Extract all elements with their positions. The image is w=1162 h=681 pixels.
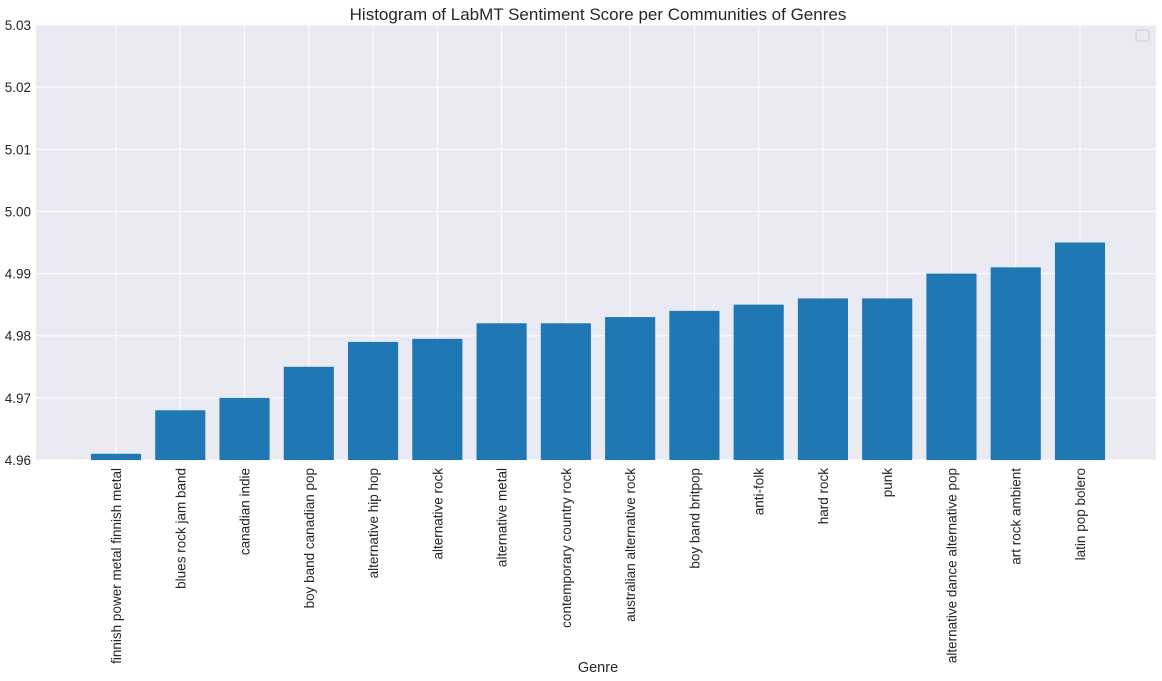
y-tick-label: 4.99 [5,267,31,282]
y-tick-label: 5.01 [5,142,31,157]
x-tick-label: boy band britpop [687,468,702,569]
x-tick-label: canadian indie [238,468,253,555]
bar [412,338,463,460]
x-axis-ticks: finnish power metal finnish metal blues r… [109,468,1088,664]
chart-title: Histogram of LabMT Sentiment Score per C… [350,5,847,24]
x-tick-label: blues rock jam band [173,468,188,589]
y-axis-ticks: 4.96 4.97 4.98 4.99 5.00 5.01 5.02 5.03 [5,18,31,468]
bar [476,323,527,460]
bar [155,410,206,460]
y-tick-label: 5.03 [5,18,31,33]
x-tick-label: alternative dance alternative pop [944,468,959,663]
x-tick-label: art rock ambient [1009,468,1024,565]
bar [283,366,334,460]
bar [669,310,720,460]
y-tick-label: 5.00 [5,204,31,219]
x-tick-label: australian alternative rock [623,468,638,622]
x-tick-label: anti-folk [752,468,767,516]
bar [990,267,1041,460]
bars [90,242,1106,460]
x-tick-label: latin pop bolero [1073,468,1088,560]
legend-box [1135,29,1150,42]
x-tick-label: alternative hip hop [366,468,381,578]
bar [862,298,913,460]
x-tick-label: alternative rock [430,468,445,560]
plot-area [36,25,1156,460]
bar [733,304,784,460]
bar [90,453,142,460]
bar [605,317,656,460]
x-tick-label: hard rock [816,468,831,525]
bar [926,273,977,460]
y-tick-label: 4.96 [5,453,31,468]
x-tick-label: punk [880,468,895,498]
bar [797,298,848,460]
x-tick-label: alternative metal [495,468,510,567]
y-tick-label: 4.97 [5,391,31,406]
x-tick-label: contemporary country rock [559,468,574,628]
x-tick-label: finnish power metal finnish metal [109,468,124,664]
bar [1054,242,1106,460]
bar [219,397,270,460]
y-tick-label: 5.02 [5,80,31,95]
x-axis-label: Genre [578,660,618,676]
y-tick-label: 4.98 [5,329,31,344]
x-tick-label: boy band canadian pop [302,468,317,608]
bar [540,323,591,460]
bar [348,341,399,460]
